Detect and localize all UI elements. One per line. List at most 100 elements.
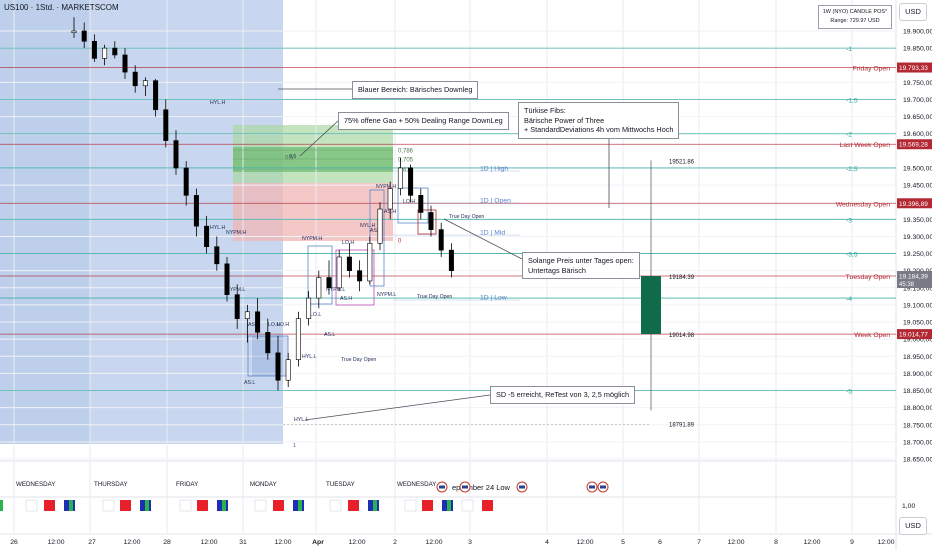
price-tick-label: 19.000,000 xyxy=(903,337,932,344)
time-tick-label: 12:00 xyxy=(200,539,217,546)
structure-label: AS.L xyxy=(370,228,381,234)
structure-label: LO.H xyxy=(342,240,354,246)
candle-body xyxy=(244,311,250,319)
time-tick-label: 7 xyxy=(697,539,701,546)
structure-label: True Day Open xyxy=(417,294,452,300)
time-tick-label: 27 xyxy=(88,539,96,546)
structure-box xyxy=(335,249,375,306)
indicator-dot-accent xyxy=(222,500,226,511)
price-tick-label: 19.650,000 xyxy=(903,114,932,121)
weekly-candle-info: 1W (NYO) CANDLE POS° Range: 729.97 USD xyxy=(818,5,892,29)
indicator-dot-accent xyxy=(447,500,451,511)
fib-label: 0,786 xyxy=(398,149,414,155)
candle-body xyxy=(142,80,148,87)
price-tick-label: 19.900,000 xyxy=(903,29,932,36)
price-tick-label: 18.750,000 xyxy=(903,422,932,429)
bearish-downleg-zone-pre xyxy=(0,0,90,444)
price-tick-label: 18.850,000 xyxy=(903,388,932,395)
structure-label: NYPM.L xyxy=(377,292,396,298)
candle-body xyxy=(122,54,128,73)
time-tick-label: 8 xyxy=(774,539,778,546)
structure-label: 0,5 xyxy=(289,154,296,160)
price-badge xyxy=(897,271,932,289)
price-tick-label: 19.600,000 xyxy=(903,131,932,138)
price-tick-label: 19.750,000 xyxy=(903,80,932,87)
price-badge-sub: 45:38 xyxy=(899,282,915,288)
currency-button-bottom[interactable]: USD xyxy=(899,517,927,535)
currency-button[interactable]: USD xyxy=(899,3,927,21)
time-tick-label: 26 xyxy=(10,539,18,546)
price-badge xyxy=(897,198,932,209)
structure-label: 1 xyxy=(293,443,296,449)
price-tick-label: 19.050,000 xyxy=(903,320,932,327)
candle-body xyxy=(102,47,108,59)
candle-body xyxy=(316,277,322,299)
calendar-flag-stripe xyxy=(462,485,468,489)
candle-body xyxy=(275,352,281,381)
fib-label: 0,618 xyxy=(398,168,414,174)
price-tick-label: 19.300,000 xyxy=(903,234,932,241)
indicator-dot-accent xyxy=(373,500,377,511)
price-badge-label: 19.014,77 xyxy=(899,332,928,339)
level-label: Friday Open xyxy=(853,66,891,73)
candle-body xyxy=(163,109,169,141)
calendar-event-text: eptember 24 Low xyxy=(452,483,511,492)
price-tick-label: 19.700,000 xyxy=(903,97,932,104)
time-tick-label: 12:00 xyxy=(123,539,140,546)
level-label: -2,5 xyxy=(846,166,858,173)
candle-body xyxy=(448,249,454,271)
daily-level-label: 1D | Mid xyxy=(480,230,505,237)
price-tick-label: 18.650,000 xyxy=(903,457,932,464)
callout-sd5: SD -5 erreicht, ReTest von 3, 2,5 möglic… xyxy=(490,386,636,404)
level-label: Last Week Open xyxy=(839,142,890,149)
dealing-range-red xyxy=(233,183,393,241)
indicator-axis-label: 1,00 xyxy=(902,503,915,510)
day-label: TUESDAY xyxy=(326,481,355,488)
candle-body xyxy=(173,140,179,169)
time-tick-label: 6 xyxy=(658,539,662,546)
daily-level-label: 1D | High xyxy=(480,166,508,173)
price-axis[interactable]: 19.900,000 19.850,000 19.750,000 19.700,000… xyxy=(897,29,932,464)
level-lines: -1 Friday Open -1,5 -2 Last Week Open -2,5 Wed… xyxy=(0,46,896,396)
daily-level-label: 1D | Low xyxy=(480,295,507,302)
candle-body xyxy=(346,256,352,271)
time-tick-label: 28 xyxy=(163,539,171,546)
price-tick-label: 18.700,000 xyxy=(903,439,932,446)
callout-bearish-downleg-text: Blauer Bereich: Bärisches Downleg xyxy=(358,85,473,94)
fib-label: 0,5 xyxy=(285,156,294,162)
info-line-2: Range: 729.97 USD xyxy=(830,18,880,24)
structure-label: LO.H xyxy=(268,322,280,328)
calendar-flag-stripe xyxy=(600,485,606,489)
time-tick-label: 12:00 xyxy=(348,539,365,546)
candle-body xyxy=(204,225,210,248)
level-label: Week Open xyxy=(854,332,890,339)
time-tick-label: 9 xyxy=(850,539,854,546)
candle-body xyxy=(214,246,220,265)
time-tick-label: 12:00 xyxy=(803,539,820,546)
calendar-flag-stripe xyxy=(589,485,595,489)
level-label: Wednesday Open xyxy=(836,201,891,208)
indicator-dot xyxy=(102,499,115,512)
structure-label: AS.H xyxy=(340,296,352,302)
price-tick-label: 19.850,000 xyxy=(903,46,932,53)
indicator-dot-accent xyxy=(298,500,302,511)
price-tick-label: 18.950,000 xyxy=(903,354,932,361)
level-label: -3 xyxy=(846,217,852,224)
indicator-dot xyxy=(404,499,417,512)
structure-label: LO.H xyxy=(277,322,289,328)
time-axis[interactable]: 26 12:00 27 12:00 28 12:00 31 12:00 Apr 12:00 2 12:… xyxy=(10,539,895,546)
level-label: -2 xyxy=(846,132,852,139)
structure-box xyxy=(307,245,333,305)
structure-label: AS.H xyxy=(248,322,260,328)
indicator-dot xyxy=(197,500,208,511)
indicator-dot-accent xyxy=(145,500,149,511)
indicator-dot xyxy=(461,499,474,512)
day-label: WEDNESDAY xyxy=(397,481,436,488)
candle-body xyxy=(295,318,301,361)
candle-body xyxy=(397,167,403,189)
indicator-dot-accent xyxy=(69,500,73,511)
indicator-dot xyxy=(44,500,55,511)
projection-label: 19014.98 xyxy=(669,333,695,339)
price-tick-label: 19.500,000 xyxy=(903,165,932,172)
